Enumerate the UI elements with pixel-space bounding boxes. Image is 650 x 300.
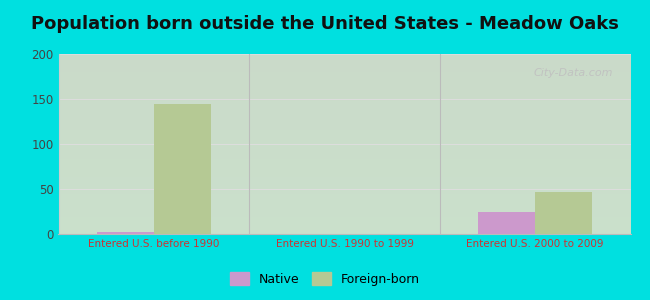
- Text: City-Data.com: City-Data.com: [534, 68, 614, 78]
- Legend: Native, Foreign-born: Native, Foreign-born: [225, 267, 425, 291]
- Bar: [478, 212, 535, 234]
- Bar: [154, 104, 211, 234]
- Bar: [97, 232, 154, 234]
- Bar: [535, 192, 592, 234]
- Text: Population born outside the United States - Meadow Oaks: Population born outside the United State…: [31, 15, 619, 33]
